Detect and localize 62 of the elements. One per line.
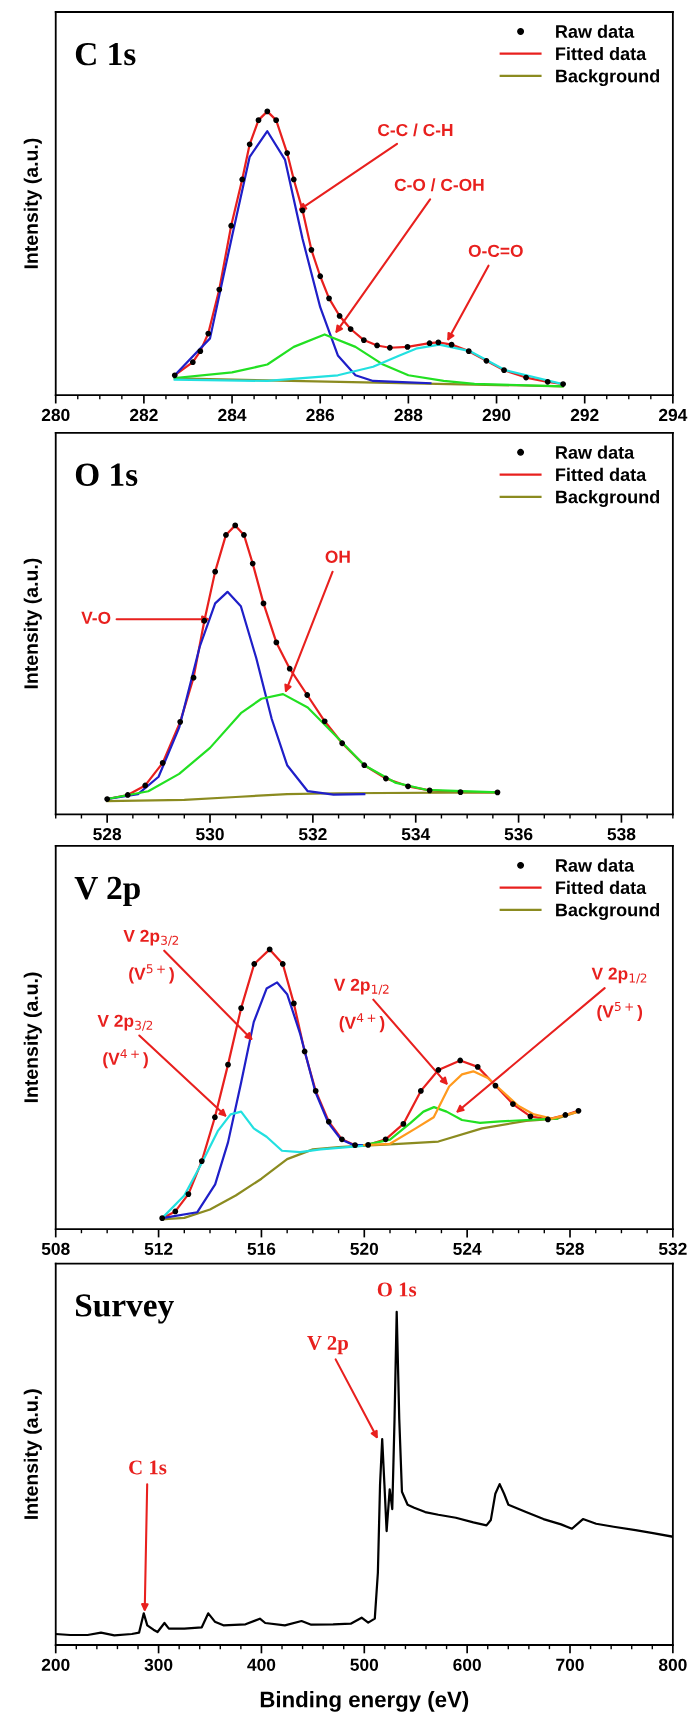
annotation: V-O [81,611,111,624]
x-tick-label: 294 [658,408,688,422]
y-axis-title: Intensity (a.u.) [23,138,42,269]
x-tick-label: 520 [350,1242,379,1255]
annotation: V 2p$_{1/2}$ [333,978,389,995]
y-axis-title: Intensity (a.u.) [23,558,42,689]
annotation: C-O / C-OH [394,178,484,192]
x-tick-label: 200 [41,1658,70,1671]
x-axis-title: Binding energy (eV) [260,1691,469,1712]
x-tick-label: 508 [41,1242,70,1255]
x-tick-label: 288 [394,408,423,422]
annotation: V 2p$_{3/2}$ [97,1014,153,1031]
legend-label: Background [556,490,660,507]
annotation: (V$^{4+}$) [339,1013,385,1033]
y-axis-title: Intensity (a.u.) [23,1389,42,1519]
legend-label: Background [556,903,660,920]
x-tick-label: 532 [658,1242,687,1256]
x-tick-label: 700 [556,1658,584,1671]
x-tick-label: 528 [93,827,122,841]
annotation: C-C / C-H [378,123,453,137]
x-tick-label: 282 [130,408,158,422]
x-tick-label: 530 [196,827,224,841]
annotation: (V$^{5+}$) [597,1001,643,1022]
x-tick-label: 292 [570,408,599,422]
x-tick-label: 534 [401,827,431,841]
x-tick-label: 532 [298,827,327,841]
x-tick-label: 528 [556,1242,584,1255]
annotation: V 2p$_{1/2}$ [591,967,647,984]
legend-label: Raw data [556,24,635,38]
chart-title: O 1s [75,463,138,486]
x-tick-label: 290 [482,408,511,422]
annotation: O-C=O [468,244,523,257]
x-tick-label: 538 [607,827,636,841]
legend-label: Fitted data [556,880,647,895]
x-tick-label: 284 [218,408,247,422]
x-tick-label: 536 [504,827,533,841]
x-tick-label: 512 [144,1242,173,1255]
y-axis-title: Intensity (a.u.) [23,972,42,1103]
legend-label: Background [556,69,660,87]
x-tick-label: 300 [144,1658,173,1671]
annotation: OH [325,550,350,563]
annotation: V 2p$_{3/2}$ [123,929,179,946]
legend-label: Fitted data [556,467,647,482]
annotation: C 1s [129,1460,167,1475]
x-tick-label: 524 [453,1242,482,1255]
chart-title: C 1s [75,42,136,66]
x-tick-label: 500 [350,1658,379,1671]
chart-title: Survey [76,1294,174,1324]
x-tick-label: 516 [247,1242,276,1255]
annotation: O 1s [377,1282,417,1297]
legend-label: Raw data [556,858,635,872]
annotation: V 2p [307,1335,348,1355]
legend-label: Fitted data [556,46,647,61]
x-tick-label: 286 [306,408,335,422]
annotation: (V$^{5+}$) [129,964,174,984]
x-tick-label: 400 [247,1658,276,1671]
x-tick-label: 280 [41,408,70,422]
x-tick-label: 600 [453,1658,481,1671]
chart-title: V 2p [74,876,140,907]
x-tick-label: 800 [658,1658,687,1671]
legend-label: Raw data [556,445,635,459]
annotation: (V$^{4+}$) [103,1049,148,1069]
